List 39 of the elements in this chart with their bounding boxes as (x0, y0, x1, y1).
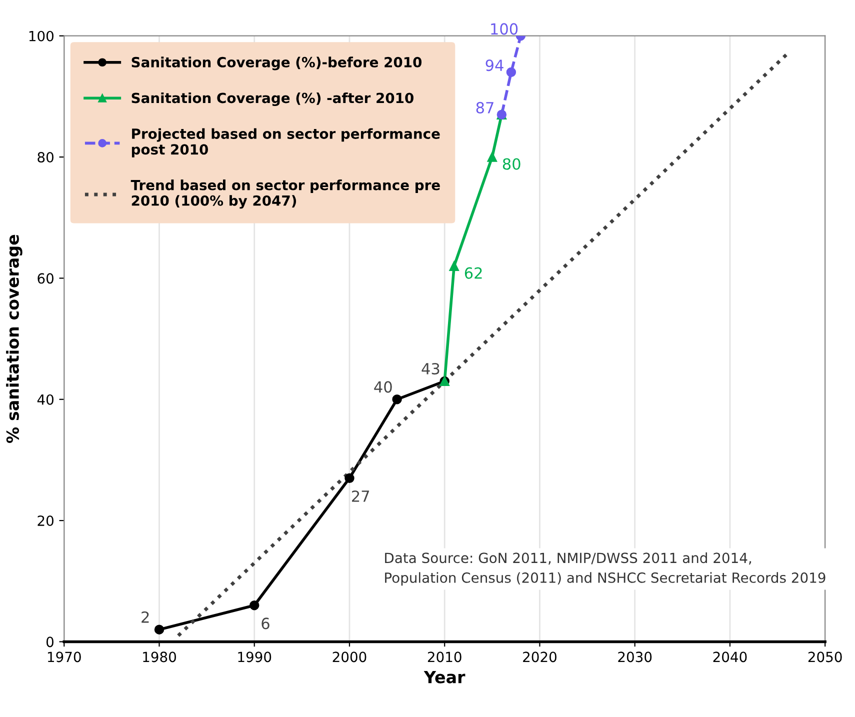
x-tick-label: 2030 (618, 652, 652, 662)
point (487, 152, 498, 162)
data-label: 2 (142, 611, 149, 623)
y-tick-label: 60 (38, 273, 54, 284)
data-label: 6 (262, 618, 270, 630)
data-label: 40 (374, 381, 392, 393)
x-tick-label: 2000 (332, 652, 366, 662)
x-tick-label: 1980 (143, 652, 176, 662)
data-label: 43 (422, 362, 440, 375)
y-axis-title: % sanitation coverage (6, 234, 22, 443)
point (506, 67, 516, 78)
annotation: Data Source: GoN 2011, NMIP/DWSS 2011 and 2014, Population Census (2011) and NSHCC Secretariat Records 2019 (385, 552, 826, 586)
point (250, 600, 260, 610)
x-tick-label: 2010 (428, 652, 462, 662)
data-label: 94 (486, 60, 504, 72)
point (392, 394, 402, 404)
data-label: 80 (502, 158, 520, 170)
point (449, 261, 459, 271)
data-label: 27 (352, 490, 370, 502)
x-tick-label: 1990 (238, 652, 272, 662)
y-tick-label: 40 (37, 394, 54, 405)
x-tick-label: 1970 (48, 652, 81, 662)
legend-label: Sanitation Coverage (%) -after 2010 (132, 92, 414, 106)
data-label: 87 (476, 102, 494, 114)
data-label: 100 (491, 23, 518, 35)
x-axis-title: Year (424, 670, 466, 684)
point (154, 624, 164, 634)
legend-label: Sanitation Coverage (%)-before 2010 (132, 56, 422, 70)
legend-label: Projected based on sector performance post 2010 (132, 128, 440, 158)
x-tick-label: 2020 (523, 652, 556, 662)
data-label: 62 (464, 267, 482, 279)
y-tick-label: 0 (46, 636, 54, 648)
legend-label: Trend based on sector performance pre 2010 (100% by 2047) (130, 180, 440, 209)
point (344, 473, 354, 483)
y-tick-label: 20 (38, 516, 54, 526)
y-tick-label: 100 (29, 30, 54, 42)
x-tick-label: 2050 (808, 652, 842, 662)
x-tick-label: 2040 (713, 652, 747, 662)
y-tick-label: 80 (38, 152, 54, 162)
